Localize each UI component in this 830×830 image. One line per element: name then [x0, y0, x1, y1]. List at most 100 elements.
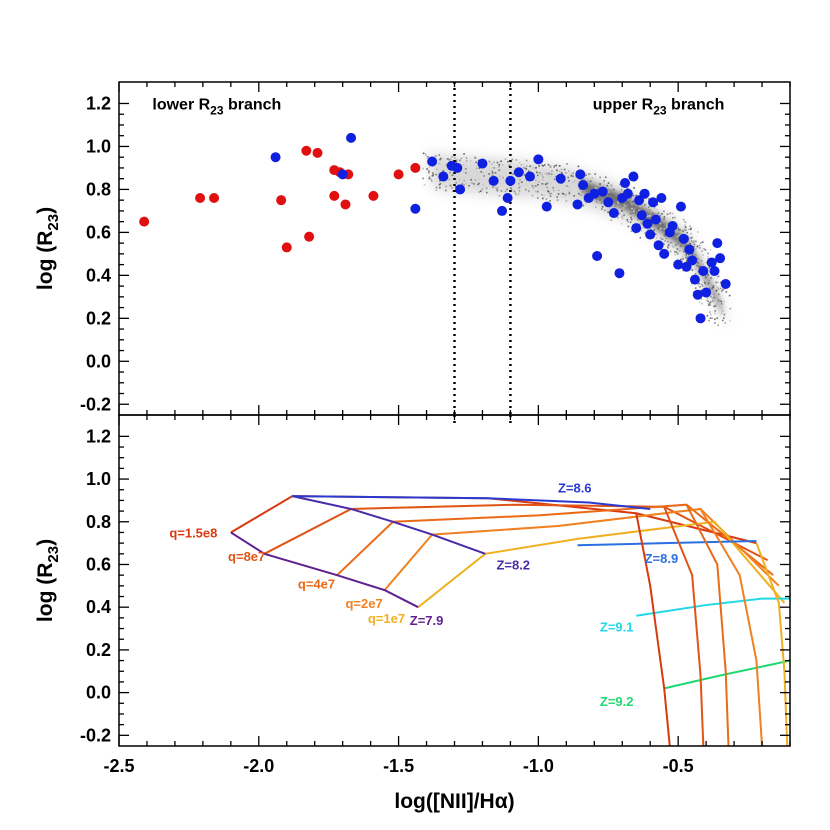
density-speck: [549, 166, 552, 168]
density-speck: [607, 208, 609, 211]
blue-point: [706, 257, 717, 268]
density-speck: [636, 218, 639, 221]
density-speck: [717, 324, 719, 327]
density-speck: [723, 300, 725, 303]
density-speck: [572, 181, 574, 183]
density-speck: [671, 245, 674, 248]
density-speck: [560, 172, 563, 174]
density-speck: [603, 180, 605, 182]
blue-point: [659, 248, 670, 259]
y-tick-label: 0.4: [86, 265, 111, 285]
red-point: [195, 193, 206, 204]
density-speck: [657, 227, 660, 230]
density-speck: [552, 186, 554, 189]
q-tail: [755, 542, 789, 746]
density-speck: [471, 182, 473, 184]
density-speck: [541, 182, 544, 185]
y-tick-label: 1.2: [86, 93, 111, 113]
density-speck: [579, 188, 582, 191]
density-speck: [626, 187, 629, 190]
bottom-frame: [118, 414, 791, 747]
density-speck: [695, 240, 697, 243]
density-speck: [619, 190, 622, 193]
density-speck: [524, 188, 527, 191]
density-speck: [488, 160, 491, 163]
density-speck: [631, 207, 633, 210]
density-speck: [451, 155, 453, 158]
density-speck: [485, 185, 487, 188]
density-speck: [430, 178, 433, 181]
density-speck: [436, 186, 438, 189]
density-speck: [538, 181, 540, 183]
blue-point: [524, 171, 535, 182]
density-speck: [694, 254, 697, 256]
blue-point: [645, 229, 656, 240]
density-speck: [721, 290, 723, 292]
density-speck: [439, 182, 442, 185]
density-speck: [704, 282, 707, 285]
density-speck: [538, 165, 540, 167]
density-speck: [689, 243, 692, 245]
y-tick-label: 1.2: [86, 426, 111, 446]
density-speck: [563, 168, 566, 171]
density-speck: [543, 164, 546, 166]
density-speck: [703, 285, 705, 288]
density-speck: [578, 192, 580, 195]
density-speck: [701, 250, 703, 252]
density-speck: [718, 299, 720, 302]
density-speck: [676, 235, 678, 238]
density-speck: [623, 204, 626, 206]
density-speck: [617, 202, 620, 205]
density-speck: [709, 249, 712, 251]
density-speck: [720, 303, 723, 305]
density-speck: [724, 322, 727, 324]
density-speck: [508, 164, 511, 167]
blue-point: [541, 201, 552, 212]
blue-point: [455, 184, 466, 195]
y-tick-label: 0.8: [86, 512, 111, 532]
density-speck: [707, 273, 709, 276]
density-speck: [700, 242, 702, 244]
density-speck: [499, 175, 501, 177]
density-speck: [686, 256, 689, 259]
density-speck: [685, 229, 688, 232]
density-speck: [583, 179, 585, 181]
density-speck: [533, 167, 535, 169]
density-speck: [709, 304, 712, 306]
density-speck: [697, 274, 699, 276]
density-speck: [709, 301, 712, 304]
density-speck: [535, 166, 537, 169]
q-line: [263, 503, 769, 562]
vertical-lines: [453, 82, 512, 423]
density-speck: [665, 237, 668, 240]
density-speck: [607, 211, 609, 214]
density-speck: [692, 240, 695, 242]
blue-point: [497, 205, 508, 216]
blue-point: [667, 220, 678, 231]
density-speck: [673, 246, 676, 249]
density-speck: [682, 257, 685, 260]
density-speck: [664, 235, 667, 237]
density-speck: [604, 209, 606, 212]
density-speck: [574, 179, 576, 182]
density-speck: [711, 317, 713, 319]
density-speck: [492, 186, 494, 188]
y-tick-label: 0.0: [86, 351, 111, 371]
density-speck: [439, 186, 441, 189]
density-speck: [721, 310, 724, 312]
density-speck: [534, 185, 537, 187]
blue-point: [681, 261, 692, 272]
density-speck: [549, 165, 552, 167]
red-point: [304, 231, 315, 242]
density-speck: [502, 176, 504, 179]
density-speck: [693, 245, 695, 248]
density-speck: [525, 159, 528, 162]
density-speck: [448, 178, 451, 181]
density-speck: [706, 314, 709, 317]
density-speck: [639, 209, 642, 212]
density-speck: [426, 168, 428, 170]
density-speck: [543, 194, 546, 197]
density-speck: [555, 175, 557, 178]
density-speck: [663, 233, 666, 236]
density-speck: [716, 286, 719, 289]
